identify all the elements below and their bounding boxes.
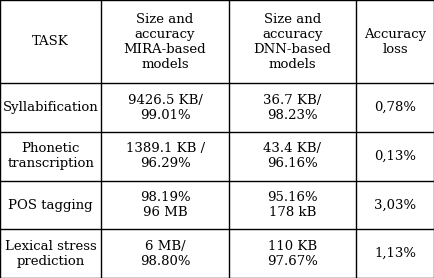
Text: 9426.5 KB/
99.01%: 9426.5 KB/ 99.01% (128, 94, 203, 122)
Text: 0,13%: 0,13% (374, 150, 416, 163)
Text: Phonetic
transcription: Phonetic transcription (7, 142, 94, 170)
Text: 3,03%: 3,03% (374, 198, 416, 212)
Text: 43.4 KB/
96.16%: 43.4 KB/ 96.16% (263, 142, 322, 170)
Text: 0,78%: 0,78% (374, 101, 416, 114)
Text: POS tagging: POS tagging (8, 198, 93, 212)
Text: 110 KB
97.67%: 110 KB 97.67% (267, 240, 318, 268)
Text: 1389.1 KB /
96.29%: 1389.1 KB / 96.29% (125, 142, 205, 170)
Text: 36.7 KB/
98.23%: 36.7 KB/ 98.23% (263, 94, 322, 122)
Text: Size and
accuracy
MIRA-based
models: Size and accuracy MIRA-based models (124, 13, 207, 71)
Text: 6 MB/
98.80%: 6 MB/ 98.80% (140, 240, 191, 268)
Text: Syllabification: Syllabification (3, 101, 99, 114)
Text: 95.16%
178 kB: 95.16% 178 kB (267, 191, 318, 219)
Text: 1,13%: 1,13% (374, 247, 416, 260)
Text: TASK: TASK (33, 35, 69, 48)
Text: Lexical stress
prediction: Lexical stress prediction (5, 240, 97, 268)
Text: Size and
accuracy
DNN-based
models: Size and accuracy DNN-based models (253, 13, 332, 71)
Text: Accuracy
loss: Accuracy loss (364, 28, 426, 56)
Text: 98.19%
96 MB: 98.19% 96 MB (140, 191, 191, 219)
